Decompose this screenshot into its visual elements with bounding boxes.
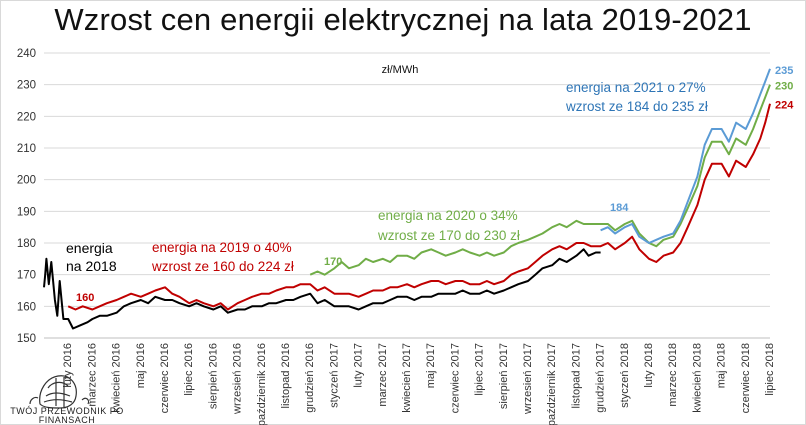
x-tick-label: styczeń 2017 <box>328 343 340 408</box>
series-line-energia2021 <box>600 68 771 244</box>
x-tick-label: marzec 2016 <box>86 343 98 407</box>
series-line-energia2019 <box>67 103 771 311</box>
series-group: 224 230 235 <box>43 65 794 330</box>
x-tick-label: lipiec 2016 <box>183 343 195 396</box>
x-tick-label: październik 2017 <box>546 343 558 425</box>
x-tick-label: czerwiec 2016 <box>159 343 171 413</box>
annotation-2021-start: 184 <box>610 202 629 214</box>
y-tick-label: 170 <box>17 270 36 282</box>
x-tick-label: sierpień 2016 <box>207 343 219 409</box>
y-tick-label: 150 <box>17 333 36 345</box>
annotation-2018-line2: na 2018 <box>66 258 117 274</box>
x-tick-label: maj 2016 <box>135 343 147 388</box>
annotation-2019-start: 160 <box>76 292 94 304</box>
x-tick-label: lipiec 2018 <box>764 343 776 396</box>
x-tick-label: marzec 2018 <box>667 343 679 407</box>
x-tick-label: sierpień 2017 <box>498 343 510 409</box>
annotation-2018-line1: energia <box>66 240 113 256</box>
x-tick-label: styczeń 2018 <box>619 343 631 408</box>
annotation-2020-line2: wzrost ze 170 do 230 zł <box>377 228 520 243</box>
gridlines <box>44 52 770 339</box>
x-tick-label: grudzień 2016 <box>304 343 316 413</box>
y-tick-label: 210 <box>17 143 36 155</box>
annotation-2020-line1: energia na 2020 o 34% <box>378 208 518 223</box>
x-tick-label: listopad 2016 <box>280 343 292 408</box>
x-tick-label: luty 2017 <box>353 343 365 388</box>
x-tick-label: czerwiec 2018 <box>740 343 752 413</box>
end-label-energia2019: 224 <box>775 100 794 112</box>
chart-title: Wzrost cen energii elektrycznej na lata … <box>54 2 752 37</box>
annotation-2020-start: 170 <box>324 256 342 268</box>
logo-text: TWÓJ PRZEWODNIK PO FINANSACH <box>2 407 132 425</box>
series-line-energia2018 <box>43 248 601 330</box>
x-tick-label: kwiecień 2016 <box>111 343 123 413</box>
x-tick-label: kwiecień 2017 <box>401 343 413 413</box>
y-tick-label: 220 <box>17 111 36 123</box>
series-line-energia2020 <box>309 84 771 276</box>
x-tick-label: luty 2018 <box>643 343 655 388</box>
annotation-2021-line1: energia na 2021 o 27% <box>566 80 706 95</box>
annotation-2019-line2: wzrost ze 160 do 224 zł <box>151 259 294 274</box>
logo-mark <box>29 375 90 409</box>
x-tick-label: październik 2016 <box>256 343 268 425</box>
y-tick-label: 230 <box>17 80 36 92</box>
x-tick-label: wrzesień 2017 <box>522 343 534 415</box>
x-tick-label: wrzesień 2016 <box>232 343 244 415</box>
x-tick-label: listopad 2017 <box>570 343 582 408</box>
x-tick-label: kwiecień 2018 <box>691 343 703 413</box>
x-tick-label: lipiec 2017 <box>474 343 486 396</box>
x-tick-label: marzec 2017 <box>377 343 389 407</box>
x-tick-label: maj 2017 <box>425 343 437 388</box>
y-tick-label: 240 <box>17 48 36 60</box>
annotations: zł/MWh energia na 2018 energia na 2019 o… <box>66 64 708 304</box>
y-tick-label: 190 <box>17 206 36 218</box>
x-tick-label: czerwiec 2017 <box>449 343 461 413</box>
end-label-energia2020: 230 <box>775 81 793 93</box>
x-axis: luty 2016 marzec 2016 kwiecień 2016 maj 201… <box>62 343 776 425</box>
unit-label: zł/MWh <box>382 64 419 76</box>
annotation-2021-line2: wzrost ze 184 do 235 zł <box>565 99 708 114</box>
y-axis: 150 160 170 180 190 200 210 220 230 240 <box>17 48 36 345</box>
y-tick-label: 200 <box>17 175 36 187</box>
x-tick-label: maj 2018 <box>716 343 728 388</box>
y-tick-label: 180 <box>17 238 36 250</box>
x-tick-label: grudzień 2017 <box>595 343 607 413</box>
logo-line-2: FINANSACH <box>38 415 96 425</box>
logo-line-1: TWÓJ PRZEWODNIK PO <box>10 406 124 416</box>
y-tick-label: 160 <box>17 301 36 313</box>
annotation-2019-line1: energia na 2019 o 40% <box>152 240 292 255</box>
end-label-energia2021: 235 <box>775 65 793 77</box>
